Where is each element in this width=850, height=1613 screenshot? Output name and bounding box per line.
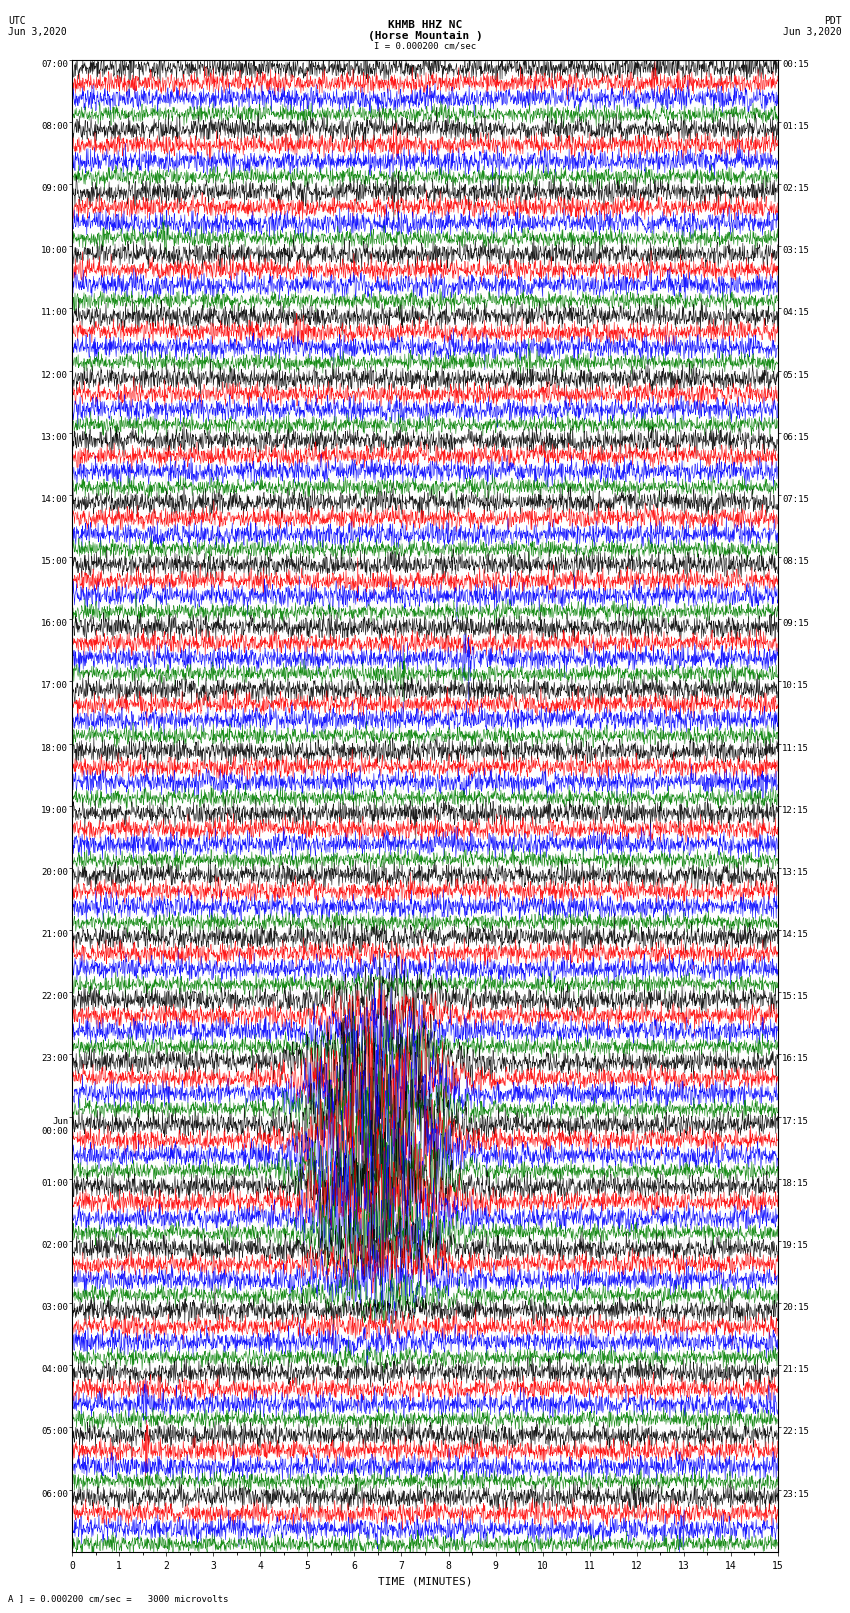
Text: KHMB HHZ NC: KHMB HHZ NC	[388, 19, 462, 31]
Text: A ] = 0.000200 cm/sec =   3000 microvolts: A ] = 0.000200 cm/sec = 3000 microvolts	[8, 1594, 229, 1603]
Text: Jun 3,2020: Jun 3,2020	[783, 27, 842, 37]
Text: I = 0.000200 cm/sec: I = 0.000200 cm/sec	[374, 42, 476, 52]
Text: PDT: PDT	[824, 16, 842, 26]
Text: Jun 3,2020: Jun 3,2020	[8, 27, 67, 37]
X-axis label: TIME (MINUTES): TIME (MINUTES)	[377, 1576, 473, 1586]
Text: UTC: UTC	[8, 16, 26, 26]
Text: (Horse Mountain ): (Horse Mountain )	[367, 31, 483, 40]
